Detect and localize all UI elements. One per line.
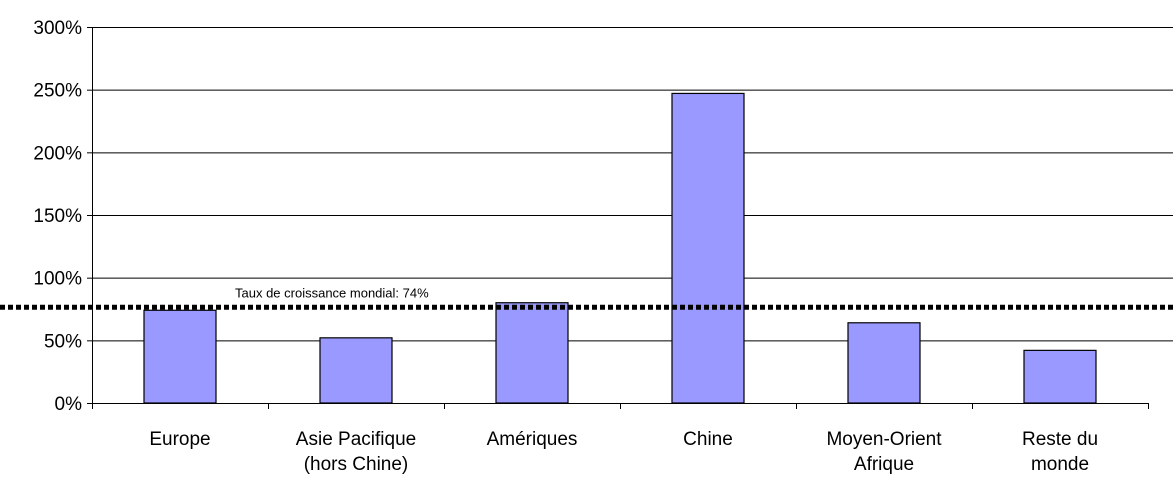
y-tick-label: 0% (55, 394, 83, 415)
y-tick-label: 50% (44, 331, 82, 352)
grid-layer (92, 27, 1173, 342)
x-tick-label: Asie Pacifique (hors Chine) (296, 429, 416, 474)
reference-line-label: Taux de croissance mondial: 74% (235, 285, 429, 300)
bar (143, 309, 217, 404)
labels-layer: 0% 50% 100% 150% 200% 250% 300% Europe Asie Paci… (33, 18, 1098, 475)
x-tick-label: Moyen-Orient Afrique (826, 429, 942, 474)
y-tick-label: 300% (33, 18, 82, 39)
y-tick-label: 250% (33, 81, 82, 102)
bar (495, 302, 569, 404)
bars-layer (143, 92, 1097, 404)
bar (319, 337, 393, 404)
bar (1023, 349, 1097, 404)
axis-layer (87, 27, 1149, 409)
x-tick-label: Amériques (487, 429, 578, 450)
y-tick-label: 200% (33, 143, 82, 164)
x-tick-label: Chine (683, 429, 733, 450)
y-tick-label: 100% (33, 269, 82, 290)
y-tick-label: 150% (33, 206, 82, 227)
x-tick-label: Reste du monde (1022, 429, 1098, 474)
bar (847, 322, 921, 404)
x-tick-label: Europe (149, 429, 210, 450)
bar (671, 92, 745, 404)
